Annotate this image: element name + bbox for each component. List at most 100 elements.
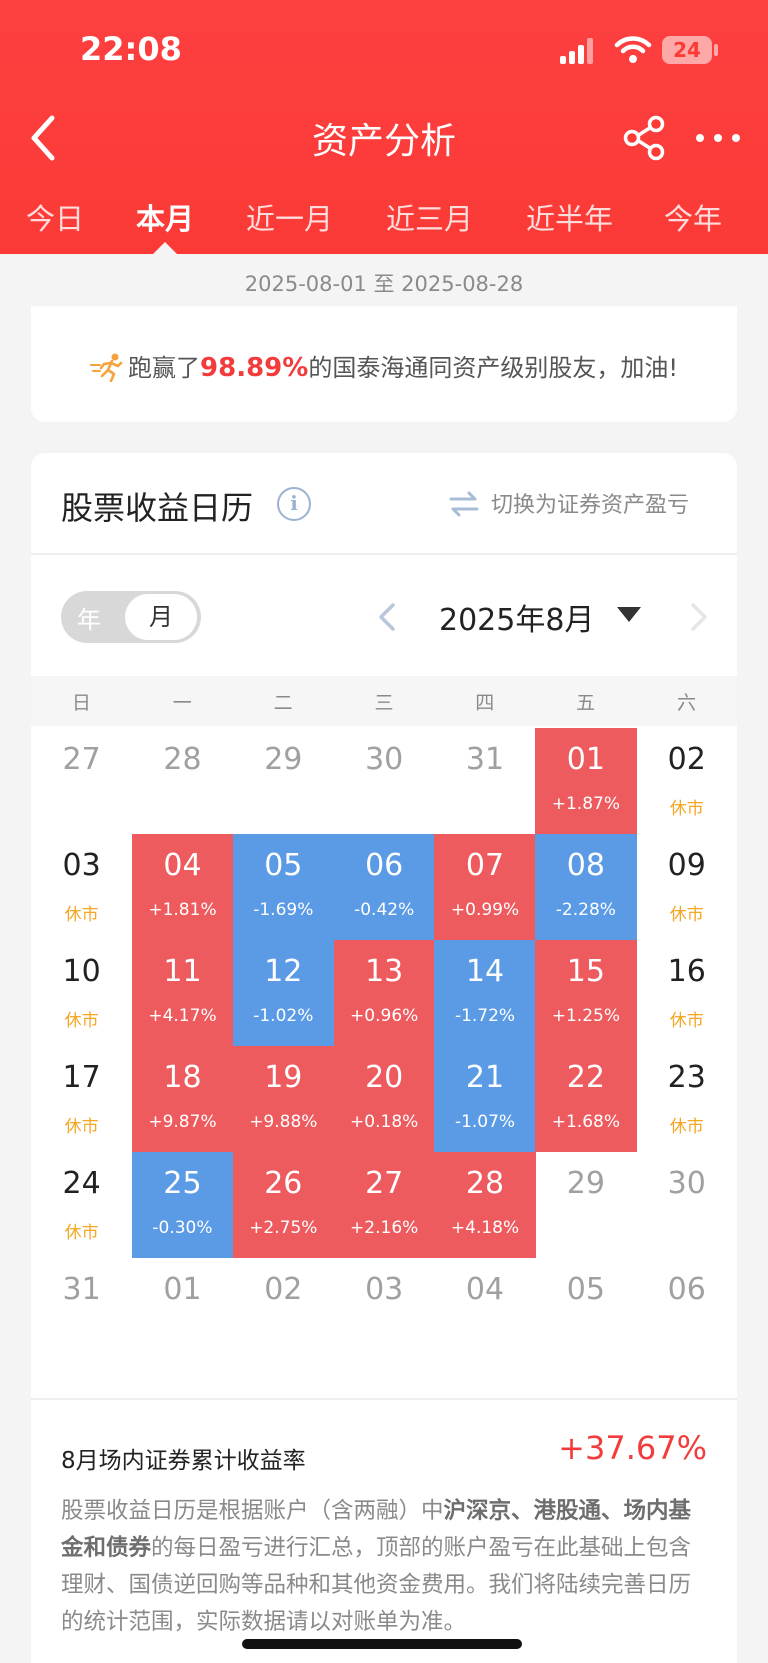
calendar-day[interactable]: 05 -1.69% — [232, 834, 334, 940]
calendar-day[interactable]: 17 休市 — [31, 1046, 132, 1152]
calendar-day[interactable]: 25 -0.30% — [131, 1152, 234, 1258]
weekday-wed: 三 — [374, 692, 394, 714]
calendar-day-outside-month[interactable]: 03 — [334, 1258, 435, 1364]
tab-last-three-months[interactable]: 近三月 — [386, 202, 474, 236]
calendar-day[interactable]: 01 +1.87% — [535, 728, 637, 834]
calendar-day-outside-month[interactable]: 06 — [636, 1258, 737, 1364]
day-number: 31 — [62, 1272, 101, 1307]
day-number: 08 — [566, 848, 605, 883]
day-number: 24 — [62, 1166, 101, 1201]
cumulative-return-value: +37.67% — [558, 1429, 707, 1467]
calendar-day[interactable]: 10 休市 — [31, 940, 132, 1046]
month-label[interactable]: 2025年8月 — [439, 603, 595, 638]
switch-to-securities-button[interactable]: 切换为证券资产盈亏 — [449, 487, 689, 519]
day-number: 19 — [264, 1060, 303, 1095]
daily-return: +2.16% — [350, 1218, 419, 1238]
calendar-day[interactable]: 06 -0.42% — [333, 834, 435, 940]
calendar-day[interactable]: 09 休市 — [636, 834, 737, 940]
weekday-thu: 四 — [475, 692, 495, 714]
calendar-day[interactable]: 13 +0.96% — [333, 940, 435, 1046]
toggle-month[interactable]: 月 — [125, 594, 197, 640]
tab-this-month[interactable]: 本月 — [136, 202, 195, 236]
year-month-toggle[interactable]: 年 月 — [61, 591, 201, 643]
toggle-year[interactable]: 年 — [77, 606, 101, 634]
calendar-day[interactable]: 03 休市 — [31, 834, 132, 940]
day-number: 05 — [566, 1272, 605, 1307]
month-dropdown-icon[interactable] — [617, 607, 641, 622]
calendar-day[interactable]: 28 +4.18% — [434, 1152, 536, 1258]
calendar-day-outside-month[interactable]: 28 — [132, 728, 233, 834]
calendar-notes: 股票收益日历是根据账户（含两融）中沪深京、港股通、场内基金和债券的每日盈亏进行汇… — [61, 1493, 707, 1641]
day-number: 03 — [365, 1272, 404, 1307]
calendar-day-outside-month[interactable]: 31 — [31, 1258, 132, 1364]
day-number: 23 — [667, 1060, 706, 1095]
calendar-day[interactable]: 16 休市 — [636, 940, 737, 1046]
calendar-day-outside-month[interactable]: 04 — [434, 1258, 535, 1364]
calendar-day[interactable]: 12 -1.02% — [232, 940, 334, 1046]
calendar-day-outside-month[interactable]: 05 — [535, 1258, 636, 1364]
calendar-day[interactable]: 22 +1.68% — [535, 1046, 637, 1152]
day-number: 22 — [566, 1060, 605, 1095]
date-range: 2025-08-01 至 2025-08-28 — [244, 272, 524, 296]
calendar-day[interactable]: 19 +9.88% — [232, 1046, 334, 1152]
day-number: 07 — [465, 848, 505, 883]
day-number: 28 — [163, 742, 202, 777]
calendar-day[interactable]: 23 休市 — [636, 1046, 737, 1152]
calendar-day[interactable]: 11 +4.17% — [131, 940, 234, 1046]
tab-last-month[interactable]: 近一月 — [246, 202, 334, 236]
calendar-day-outside-month[interactable]: 01 — [132, 1258, 233, 1364]
day-number: 10 — [62, 954, 101, 989]
tab-last-half-year[interactable]: 近半年 — [526, 202, 614, 236]
calendar-day[interactable]: 20 +0.18% — [333, 1046, 435, 1152]
app-header: 22:08 24 资产分析 今日 本月 近一月 近三月 近半年 今年 — [0, 0, 768, 254]
share-icon[interactable] — [622, 114, 666, 162]
runner-icon — [90, 353, 123, 382]
daily-return: +1.81% — [148, 900, 217, 920]
tab-today[interactable]: 今日 — [26, 202, 85, 236]
daily-return: +9.88% — [249, 1112, 318, 1132]
calendar-day[interactable]: 18 +9.87% — [131, 1046, 234, 1152]
daily-return: +9.87% — [148, 1112, 217, 1132]
cumulative-return-label: 8月场内证券累计收益率 — [61, 1448, 306, 1474]
info-icon[interactable]: i — [277, 487, 311, 521]
calendar-day-outside-month[interactable]: 31 — [434, 728, 535, 834]
calendar-day[interactable]: 14 -1.72% — [434, 940, 536, 1046]
calendar-day-outside-month[interactable]: 29 — [233, 728, 334, 834]
calendar-day-outside-month[interactable]: 30 — [636, 1152, 737, 1258]
calendar-day[interactable]: 27 +2.16% — [333, 1152, 435, 1258]
day-number: 04 — [163, 848, 202, 883]
calendar-day[interactable]: 26 +2.75% — [232, 1152, 334, 1258]
day-number: 26 — [264, 1166, 303, 1201]
calendar-day-outside-month[interactable]: 30 — [334, 728, 435, 834]
battery-icon: 24 — [662, 36, 712, 64]
calendar-day[interactable]: 04 +1.81% — [131, 834, 234, 940]
more-options-icon[interactable] — [694, 120, 742, 156]
day-number: 18 — [163, 1060, 202, 1095]
calendar-day-outside-month[interactable]: 02 — [233, 1258, 334, 1364]
daily-return: -1.02% — [253, 1006, 314, 1026]
day-number: 30 — [667, 1166, 706, 1201]
day-number: 15 — [566, 954, 605, 989]
switch-label: 切换为证券资产盈亏 — [491, 493, 690, 518]
weekday-fri: 五 — [576, 692, 596, 714]
day-number: 03 — [62, 848, 101, 883]
next-month-icon[interactable] — [687, 599, 711, 635]
daily-return: +4.17% — [148, 1006, 217, 1026]
daily-return: +2.75% — [249, 1218, 318, 1238]
tab-this-year[interactable]: 今年 — [664, 202, 723, 236]
calendar-day[interactable]: 08 -2.28% — [535, 834, 637, 940]
calendar-day-outside-month[interactable]: 29 — [535, 1152, 636, 1258]
back-arrow-icon[interactable] — [26, 112, 62, 164]
calendar-day[interactable]: 15 +1.25% — [535, 940, 637, 1046]
calendar-day-outside-month[interactable]: 27 — [31, 728, 132, 834]
calendar-day[interactable]: 07 +0.99% — [434, 834, 536, 940]
prev-month-icon[interactable] — [375, 599, 399, 635]
daily-return: -2.28% — [555, 900, 616, 920]
calendar-day[interactable]: 24 休市 — [31, 1152, 132, 1258]
calendar-day[interactable]: 21 -1.07% — [434, 1046, 536, 1152]
day-number: 29 — [264, 742, 303, 777]
day-number: 09 — [667, 848, 706, 883]
swap-icon — [449, 491, 479, 517]
day-number: 29 — [566, 1166, 605, 1201]
calendar-day[interactable]: 02 休市 — [636, 728, 737, 834]
